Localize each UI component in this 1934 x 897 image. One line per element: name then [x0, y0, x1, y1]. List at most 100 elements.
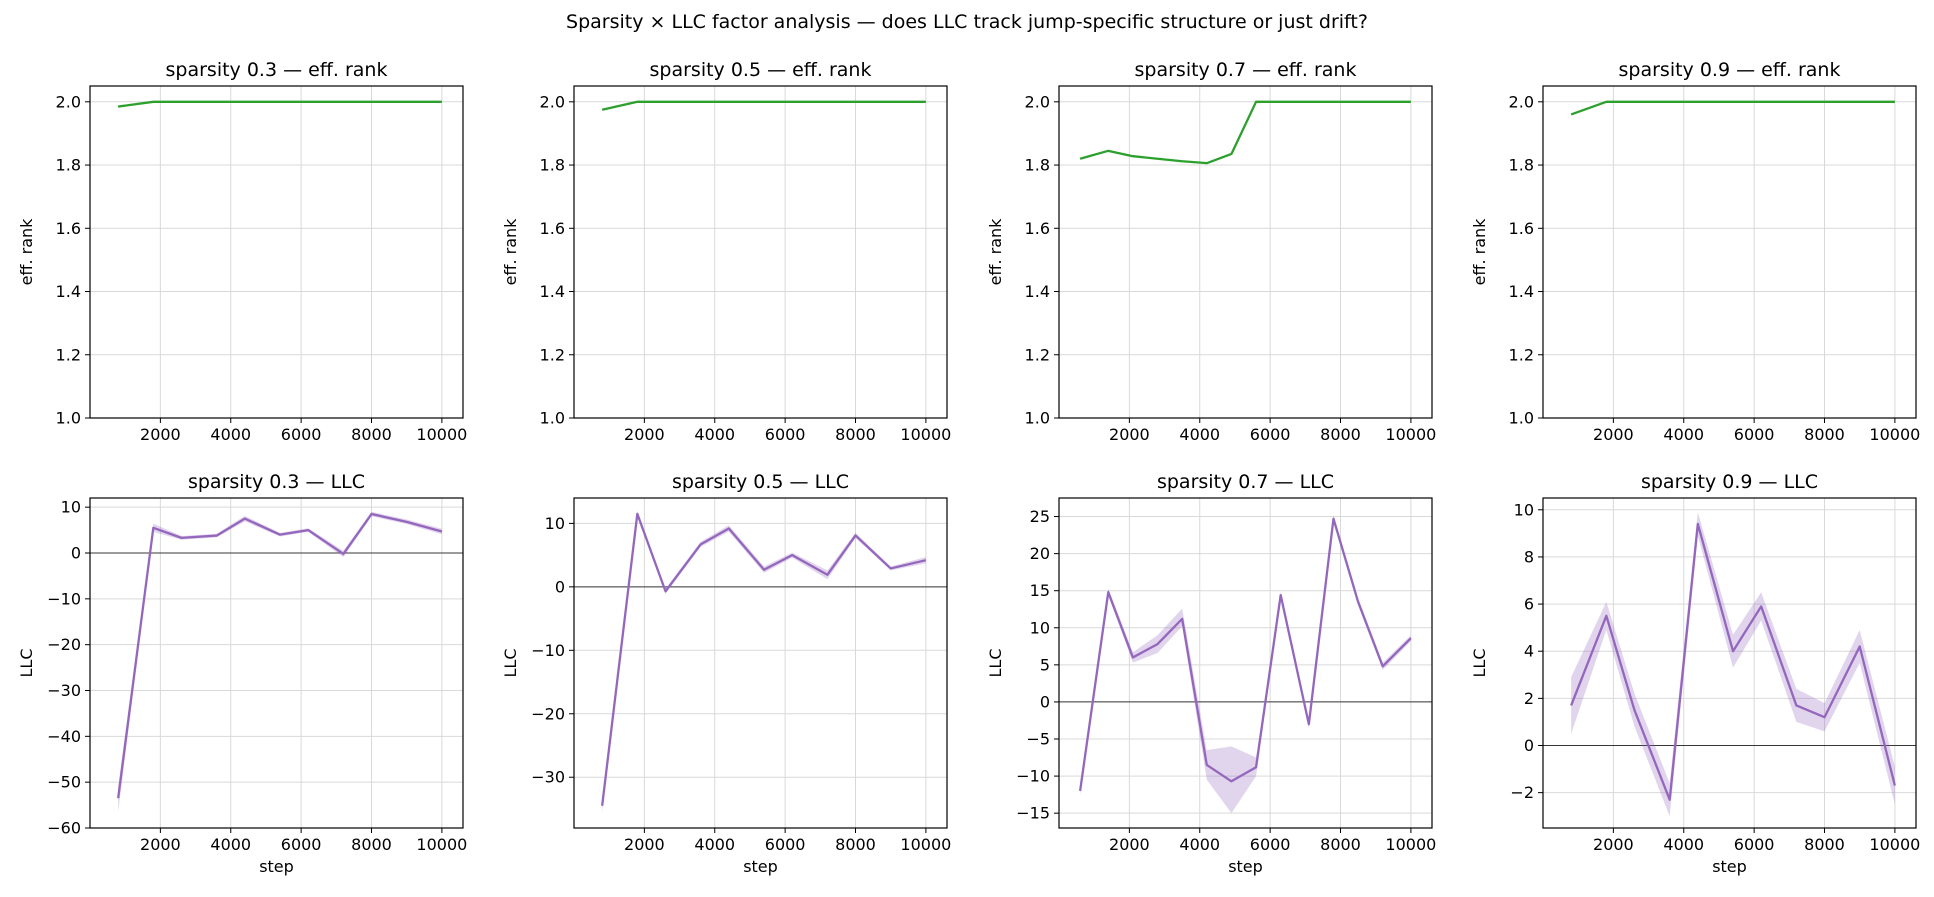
chart-8-ylabel: LLC: [1470, 649, 1489, 678]
chart-8-ytick-label-3: 4: [1524, 642, 1534, 661]
chart-3-ytick-label-1: 1.2: [1025, 345, 1050, 364]
chart-3-xtick-label-4: 10000: [1385, 425, 1436, 444]
chart-4-ylabel: eff. rank: [1470, 218, 1489, 286]
chart-2-frame: [573, 85, 948, 419]
chart-5-ytick-label-5: −10: [47, 589, 81, 608]
chart-5-ytick-label-7: 10: [61, 498, 81, 517]
chart-4-ytick-label-4: 1.8: [1509, 156, 1534, 175]
chart-5-ytick-label-4: −20: [47, 635, 81, 654]
chart-3-ytick-label-4: 1.8: [1025, 156, 1050, 175]
chart-6-xlabel: step: [743, 857, 778, 876]
chart-8-series-line-0: [1570, 522, 1897, 801]
chart-8-xtick-label-1: 4000: [1663, 835, 1704, 854]
chart-2-ytick-label-0: 1.0: [540, 409, 565, 428]
chart-3-ytick-label-2: 1.4: [1025, 282, 1050, 301]
chart-5-band-0: [118, 511, 442, 812]
chart-panel-4: 2000 4000 6000 8000 10000 1.0 1.2 1.4 1.6 1.8 2.0 s…: [1470, 59, 1920, 444]
chart-panel-7: 2000 4000 6000 8000 10000 −15 −10 −5 0 5 10 15 20 25 s…: [986, 471, 1436, 876]
chart-1-xtick-label-3: 8000: [351, 425, 392, 444]
chart-6-xtick-label-0: 2000: [624, 835, 665, 854]
chart-3-ylabel: eff. rank: [986, 218, 1005, 286]
chart-3-xtick-label-1: 4000: [1179, 425, 1220, 444]
chart-8-xtick-label-0: 2000: [1593, 835, 1634, 854]
chart-8-xtick-label-3: 8000: [1804, 835, 1845, 854]
chart-7-ytick-label-2: −5: [1026, 730, 1050, 749]
chart-4-xtick-label-2: 6000: [1734, 425, 1775, 444]
chart-5-ytick-label-0: −60: [47, 819, 81, 838]
chart-5-xtick-label-2: 6000: [281, 835, 322, 854]
chart-panel-5: 2000 4000 6000 8000 10000 −60 −50 −40 −30 −20 −10 0…: [17, 471, 467, 876]
chart-8-ytick-label-4: 6: [1524, 595, 1534, 614]
chart-7-ytick-label-4: 5: [1040, 655, 1050, 674]
panels: 2000 4000 6000 8000 100001.01.21.41.61.82.0s…: [17, 59, 1920, 876]
chart-7-ytick-label-0: −15: [1016, 804, 1050, 823]
chart-6-xtick-label-1: 4000: [694, 835, 735, 854]
chart-2-xtick-label-3: 8000: [835, 425, 876, 444]
chart-7-ytick-label-6: 15: [1030, 581, 1050, 600]
chart-1-xtick-label-2: 6000: [281, 425, 322, 444]
chart-6-xtick-label-2: 6000: [765, 835, 806, 854]
chart-5-title: sparsity 0.3 — LLC: [188, 471, 365, 493]
chart-3-title: sparsity 0.7 — eff. rank: [1135, 59, 1357, 81]
chart-1-series-line-0: [117, 100, 442, 108]
chart-7-band-0: [1080, 515, 1411, 814]
chart-8-band-0: [1571, 512, 1895, 817]
chart-6-ylabel: LLC: [501, 649, 520, 678]
chart-4-frame: [1542, 85, 1917, 419]
chart-4-ytick-label-2: 1.4: [1509, 282, 1534, 301]
chart-5-xtick-label-3: 8000: [351, 835, 392, 854]
chart-2-xtick-label-2: 6000: [765, 425, 806, 444]
chart-2-title: sparsity 0.5 — eff. rank: [650, 59, 872, 81]
chart-1-frame: [89, 85, 464, 419]
chart-4-ytick-label-1: 1.2: [1509, 345, 1534, 364]
chart-2-xtick-label-1: 4000: [694, 425, 735, 444]
chart-panel-1: 2000 4000 6000 8000 10000 1.0 1.2 1.4 1.6 1.8 2.0 s…: [17, 59, 467, 444]
chart-6-ytick-label-0: −30: [531, 768, 565, 787]
chart-1-ytick-label-3: 1.6: [56, 219, 81, 238]
chart-1-xtick-label-1: 4000: [210, 425, 251, 444]
chart-2-xtick-label-4: 10000: [900, 425, 951, 444]
chart-7-ytick-label-7: 20: [1030, 544, 1050, 563]
chart-1-title: sparsity 0.3 — eff. rank: [166, 59, 388, 81]
chart-5-ytick-label-6: 0: [71, 544, 81, 563]
chart-5-xtick-label-1: 4000: [210, 835, 251, 854]
chart-6-series-line-0: [601, 512, 927, 806]
chart-2-ylabel: eff. rank: [501, 218, 520, 286]
chart-5-xtick-label-4: 10000: [416, 835, 467, 854]
chart-7-ytick-label-5: 10: [1030, 618, 1050, 637]
chart-3-frame: [1058, 85, 1433, 419]
chart-7-xtick-label-1: 4000: [1179, 835, 1220, 854]
chart-panel-8: 2000 4000 6000 8000 10000 −2 0 2 4 6 8 10 sparsity 0…: [1470, 471, 1920, 876]
chart-4-ytick-label-5: 2.0: [1509, 92, 1534, 111]
figure-title: Sparsity × LLC factor analysis — does LL…: [566, 11, 1368, 33]
chart-6-xtick-label-4: 10000: [900, 835, 951, 854]
chart-3-ytick-label-0: 1.0: [1025, 409, 1050, 428]
chart-2-ytick-label-2: 1.4: [540, 282, 565, 301]
chart-7-xtick-label-0: 2000: [1109, 835, 1150, 854]
chart-1-ytick-label-2: 1.4: [56, 282, 81, 301]
chart-3-xtick-label-3: 8000: [1320, 425, 1361, 444]
chart-8-ytick-label-2: 2: [1524, 689, 1534, 708]
chart-5-ytick-label-1: −50: [47, 773, 81, 792]
chart-8-ytick-label-1: 0: [1524, 736, 1534, 755]
chart-7-frame: [1058, 497, 1433, 829]
chart-6-ytick-label-4: 10: [545, 514, 565, 533]
chart-2-ytick-label-4: 1.8: [540, 156, 565, 175]
chart-6-frame: [573, 497, 948, 829]
chart-4-ytick-label-0: 1.0: [1509, 409, 1534, 428]
chart-7-xtick-label-3: 8000: [1320, 835, 1361, 854]
chart-7-xtick-label-2: 6000: [1250, 835, 1291, 854]
chart-7-ytick-label-8: 25: [1030, 507, 1050, 526]
chart-5-ytick-label-2: −40: [47, 727, 81, 746]
chart-5-xtick-label-0: 2000: [140, 835, 181, 854]
chart-3-ytick-label-5: 2.0: [1025, 92, 1050, 111]
chart-6-xtick-label-3: 8000: [835, 835, 876, 854]
chart-8-ytick-label-0: −2: [1510, 783, 1534, 802]
chart-2-ytick-label-3: 1.6: [540, 219, 565, 238]
chart-7-series-line-0: [1078, 517, 1412, 792]
chart-6-title: sparsity 0.5 — LLC: [672, 471, 849, 493]
chart-7-xlabel: step: [1228, 857, 1263, 876]
chart-8-frame: [1542, 497, 1917, 829]
chart-7-title: sparsity 0.7 — LLC: [1157, 471, 1334, 493]
